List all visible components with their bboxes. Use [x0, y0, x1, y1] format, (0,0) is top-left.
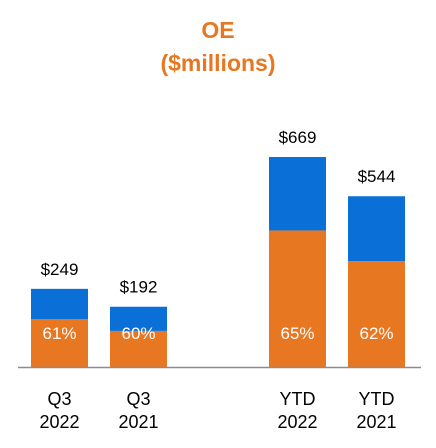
category-label-year: 2021 — [356, 412, 396, 432]
category-label-period: YTD — [359, 389, 395, 409]
bar-bottom-segment — [110, 330, 167, 367]
bar-total-label: $669 — [279, 128, 317, 147]
category-label-period: Q3 — [126, 389, 150, 409]
bar-top-segment — [269, 157, 326, 231]
bar-percent-label: 61% — [42, 324, 76, 343]
bar-top-segment — [348, 196, 405, 262]
bar-total-label: $192 — [120, 278, 158, 297]
bar-total-label: $544 — [358, 167, 396, 186]
category-label-year: 2021 — [118, 412, 158, 432]
chart-title: OE — [201, 17, 235, 43]
bar-bottom-segment — [31, 319, 88, 367]
category-label-period: Q3 — [47, 389, 71, 409]
bar-bottom-segment — [348, 261, 405, 367]
category-label-period: YTD — [280, 389, 316, 409]
bar-percent-label: 65% — [280, 324, 314, 343]
bar-percent-label: 62% — [359, 324, 393, 343]
bar-percent-label: 60% — [121, 324, 155, 343]
bar-top-segment — [110, 306, 167, 331]
category-label-year: 2022 — [39, 412, 79, 432]
bar-top-segment — [31, 288, 88, 320]
bar-bottom-segment — [269, 230, 326, 367]
bar-total-label: $249 — [41, 260, 79, 279]
category-label-year: 2022 — [277, 412, 317, 432]
chart-subtitle: ($millions) — [160, 50, 276, 76]
